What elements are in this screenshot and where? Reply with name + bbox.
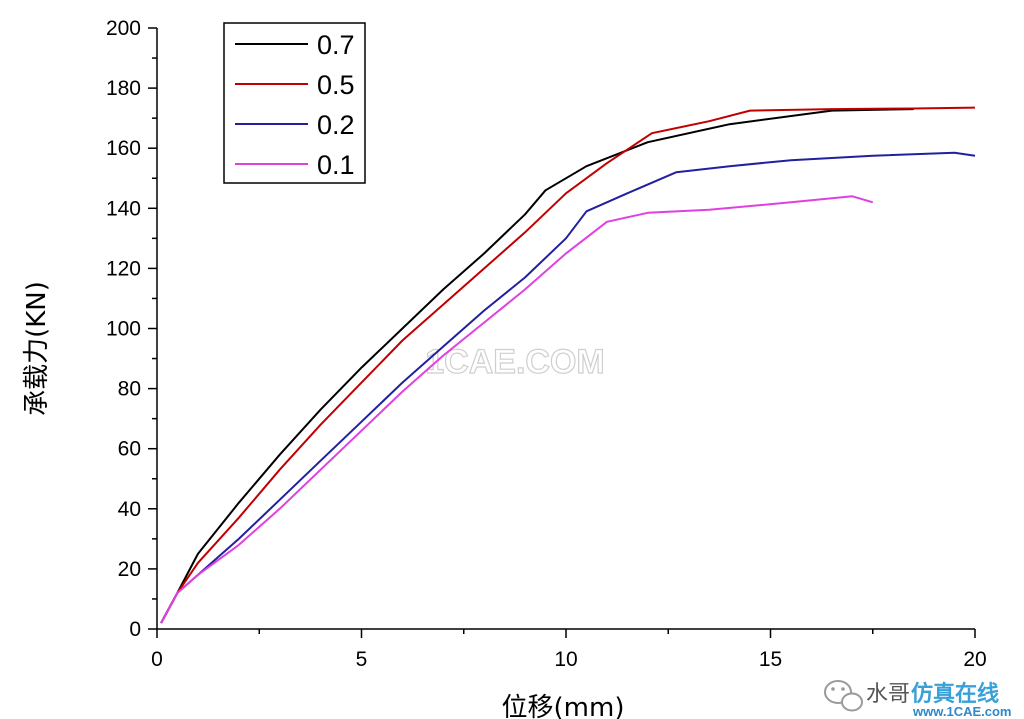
y-tick-label: 40	[118, 498, 141, 521]
series-line-0.2	[160, 151, 976, 624]
center-watermark: 1CAE.COM	[425, 343, 604, 381]
series-layer	[160, 106, 976, 624]
legend-label-0.5: 0.5	[317, 70, 355, 100]
axes-layer: 0 5 10 15 20020406080100120140160180200位移(mm…	[22, 17, 987, 719]
y-tick-label: 180	[106, 77, 141, 100]
x-tick-label: 20	[963, 648, 986, 671]
series-line-0.1	[160, 195, 874, 624]
corner-watermark-text: 水哥	[866, 682, 910, 707]
x-tick-label: 15	[759, 648, 782, 671]
y-tick-label: 20	[118, 558, 141, 581]
series-line-0.5	[160, 106, 976, 624]
corner-watermark: 水哥 仿真在线 www.1CAE.com	[824, 680, 1011, 719]
corner-watermark-logo: 仿真在线	[911, 681, 999, 707]
corner-watermark-site: www.1CAE.com	[912, 704, 1011, 719]
y-tick-label: 120	[106, 257, 141, 280]
x-axis-title: 位移(mm)	[502, 693, 625, 719]
y-tick-label: 80	[118, 378, 141, 401]
legend-label-0.2: 0.2	[317, 110, 355, 140]
legend-box	[223, 22, 366, 184]
y-axis-title: 承载力(KN)	[22, 281, 52, 416]
y-tick-label: 0	[129, 618, 141, 641]
legend-label-0.1: 0.1	[317, 150, 355, 180]
x-tick-label: 5	[356, 648, 368, 671]
y-tick-label: 60	[118, 438, 141, 461]
wechat-icon	[824, 680, 863, 712]
y-tick-label: 200	[106, 17, 141, 40]
legend: 0.7 0.5 0.2 0.1	[223, 22, 366, 184]
x-tick-label: 0	[151, 648, 163, 671]
series-line-0.7	[160, 108, 914, 624]
legend-label-0.7: 0.7	[317, 30, 355, 60]
y-tick-label: 160	[106, 137, 141, 160]
y-tick-label: 140	[106, 197, 141, 220]
x-tick-label: 10	[554, 648, 577, 671]
y-tick-label: 100	[106, 318, 141, 341]
